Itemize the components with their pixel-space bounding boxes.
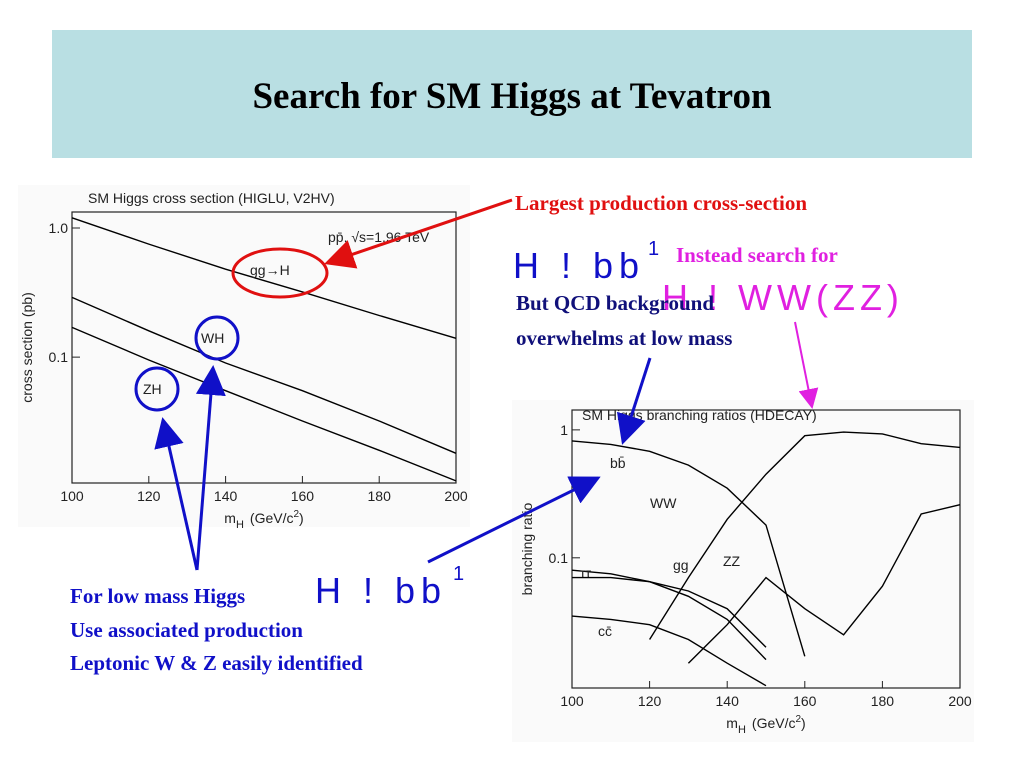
- x-axis-label-part: (GeV/c: [752, 715, 796, 731]
- x-axis-label-part: ): [299, 510, 304, 526]
- series-line: [571, 569, 767, 661]
- formula: H ! bb: [315, 570, 447, 611]
- annotation: Largest production cross-section: [515, 191, 807, 215]
- y-tick-label: 0.1: [549, 550, 569, 566]
- plot-title: SM Higgs cross section (HIGLU, V2HV): [88, 190, 335, 206]
- x-axis-label-part: H: [236, 519, 244, 531]
- x-axis-label-part: ): [801, 715, 806, 731]
- x-axis-label-part: 2: [795, 714, 801, 725]
- series-label: gg→H: [250, 262, 290, 278]
- x-tick-label: 140: [716, 693, 740, 709]
- series-line: [687, 504, 961, 664]
- x-axis-label: mH (GeV/c2): [726, 714, 805, 736]
- plot-note: pp̄, √s=1.96 TeV: [328, 229, 430, 245]
- series-line: [71, 326, 457, 482]
- title-band: [52, 30, 972, 158]
- plot-frame: [71, 211, 457, 484]
- formula: H ! WW(ZZ): [662, 277, 904, 318]
- x-tick-label: 100: [560, 693, 584, 709]
- series-label: gg: [673, 557, 689, 573]
- x-tick-label: 120: [638, 693, 662, 709]
- x-axis-label-part: H: [738, 724, 746, 736]
- series-label: ZH: [143, 381, 162, 397]
- x-tick-label: 200: [948, 693, 972, 709]
- x-axis-label-part: 2: [293, 509, 299, 520]
- highlight-ellipse: [231, 247, 329, 299]
- plot-title: SM Higgs branching ratios (HDECAY): [582, 407, 817, 423]
- x-tick-label: 160: [793, 693, 817, 709]
- x-axis-label-part: m: [224, 510, 236, 526]
- series-line: [572, 576, 767, 648]
- y-tick-label: 0.1: [49, 349, 69, 365]
- x-tick-label: 180: [871, 693, 895, 709]
- arrow: [427, 476, 601, 564]
- series-label: WW: [650, 495, 677, 511]
- series-line: [71, 217, 457, 339]
- highlight-circle: [134, 366, 180, 412]
- series-label: WH: [201, 330, 224, 346]
- series-label: bb̄: [610, 455, 626, 471]
- x-axis-label: mH (GeV/c2): [224, 509, 303, 531]
- y-axis-label: branching ratio: [519, 502, 535, 595]
- arrow: [154, 417, 199, 571]
- series-label: cc̄: [598, 623, 612, 639]
- series-label: ZZ: [723, 553, 741, 569]
- series-line: [571, 440, 806, 657]
- arrow: [195, 365, 226, 571]
- annotation: But QCD background: [516, 291, 714, 315]
- arrow: [794, 321, 819, 409]
- x-tick-label: 100: [60, 488, 84, 504]
- x-tick-label: 140: [214, 488, 238, 504]
- series-label: ττ: [580, 565, 592, 581]
- highlight-circle: [194, 315, 240, 361]
- annotation: Leptonic W & Z easily identified: [70, 651, 363, 675]
- plot-background: [512, 400, 974, 742]
- x-tick-label: 180: [368, 488, 392, 504]
- annotation: Use associated production: [70, 618, 303, 642]
- annotation: For low mass Higgs: [70, 584, 245, 608]
- y-axis-label: cross section (pb): [19, 292, 35, 402]
- annotation: overwhelms at low mass: [516, 326, 732, 350]
- y-tick-label: 1.0: [49, 220, 69, 236]
- plots: SM Higgs cross section (HIGLU, V2HV) pp̄,…: [19, 190, 972, 736]
- formula: H ! bb: [513, 245, 645, 286]
- annotation: Instead search for: [676, 243, 838, 267]
- x-axis-label-part: m: [726, 715, 738, 731]
- x-tick-label: 120: [137, 488, 161, 504]
- plot-background: [18, 185, 470, 527]
- formula-sup: 1: [453, 563, 464, 585]
- series-line: [71, 296, 457, 454]
- x-tick-label: 160: [291, 488, 315, 504]
- formula-sup: 1: [648, 238, 659, 260]
- y-tick-label: 1: [560, 422, 568, 438]
- slide-title: Search for SM Higgs at Tevatron: [252, 76, 771, 117]
- x-axis-label-part: (GeV/c: [250, 510, 294, 526]
- plot-frame: [571, 409, 961, 689]
- arrow: [616, 357, 652, 445]
- series-line: [571, 615, 767, 687]
- series-line: [649, 431, 961, 640]
- arrow: [324, 198, 513, 269]
- x-tick-label: 200: [444, 488, 468, 504]
